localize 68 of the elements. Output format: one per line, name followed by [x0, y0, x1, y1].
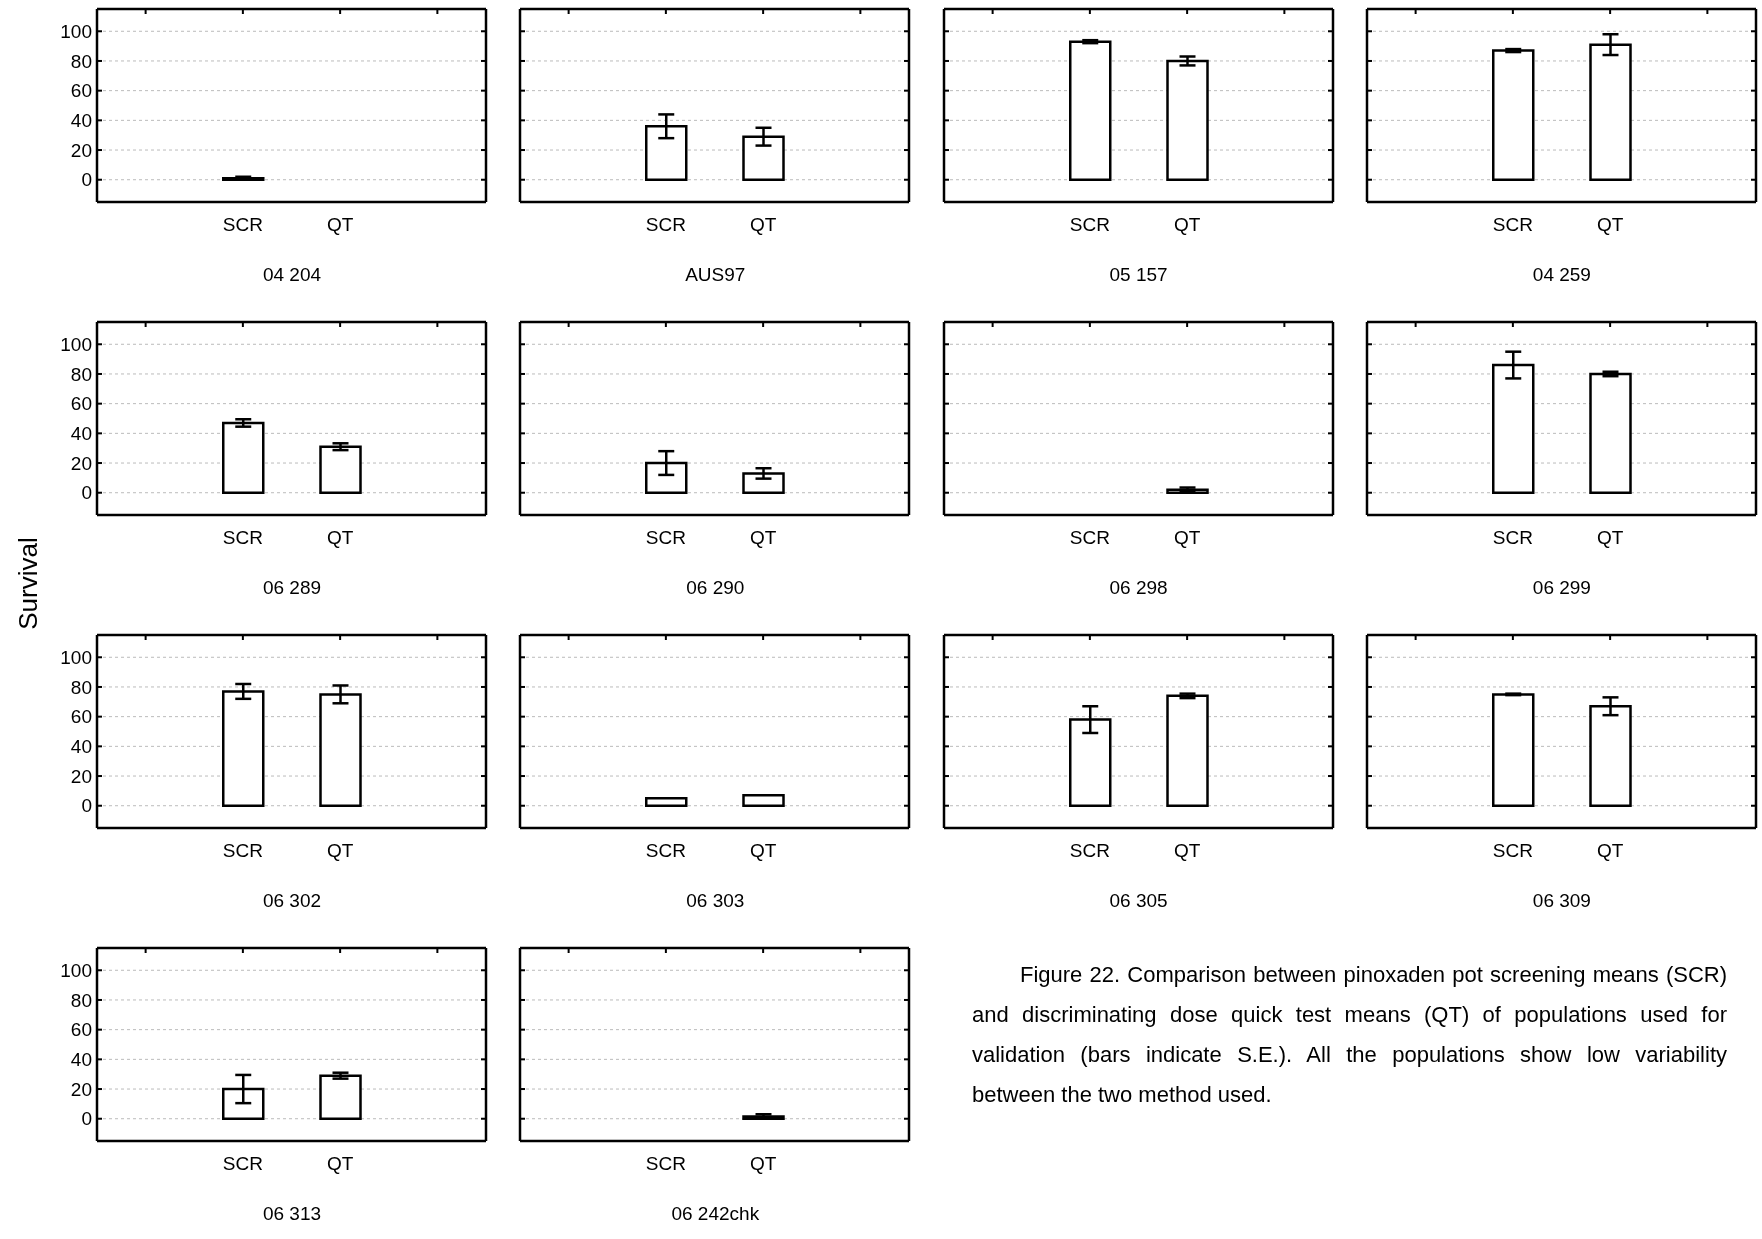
x-tick-label: SCR [646, 840, 687, 862]
x-tick-label: QT [1596, 214, 1624, 236]
text: 06 302 [261, 890, 323, 912]
text: 06 242chk [670, 1203, 761, 1225]
text: 06 303 [685, 890, 746, 912]
y-tick-label: 20 [70, 1078, 92, 1100]
y-tick-label: 20 [70, 139, 92, 161]
x-tick-label: QT [1173, 527, 1201, 549]
x-tick-label: QT [326, 1153, 354, 1175]
x-tick-label: SCR [1492, 527, 1533, 549]
y-tick-label: 80 [70, 989, 92, 1011]
x-tick-label: SCR [222, 840, 263, 862]
x-tick-label: QT [1596, 840, 1624, 862]
x-tick-label: QT [326, 527, 354, 549]
x-tick-label: SCR [1492, 214, 1533, 236]
x-tick-label: SCR [222, 527, 263, 549]
y-axis-title: Survival [12, 536, 44, 632]
x-tick-label: QT [750, 214, 778, 236]
text: 06 290 [685, 577, 746, 599]
x-tick-label: QT [750, 840, 778, 862]
y-tick-label: 0 [81, 482, 92, 504]
x-tick-label: SCR [646, 1153, 687, 1175]
text: 04 204 [261, 264, 323, 286]
y-tick-label: 0 [81, 1108, 92, 1130]
y-tick-label: 0 [81, 795, 92, 817]
caption: Figure 22. Comparison between pinoxaden pot screening means (SCR) and discriminating dose quick test means (QT) of populations used for validation (bars indicate S.E.). All the populations show low variability between the two method used. [972, 961, 1727, 1109]
text: 04 259 [1531, 264, 1592, 286]
x-tick-label: SCR [646, 527, 687, 549]
x-tick-label: QT [750, 527, 778, 549]
text: 06 309 [1531, 890, 1592, 912]
text: 06 305 [1108, 890, 1169, 912]
x-tick-label: QT [326, 840, 354, 862]
y-tick-label: 20 [70, 452, 92, 474]
x-tick-label: SCR [1069, 840, 1110, 862]
text: 06 299 [1531, 577, 1592, 599]
x-tick-label: QT [326, 214, 354, 236]
x-tick-label: SCR [1492, 840, 1533, 862]
y-tick-label: 40 [70, 110, 92, 132]
x-tick-label: SCR [1069, 214, 1110, 236]
x-tick-label: QT [1173, 214, 1201, 236]
x-tick-label: SCR [222, 214, 263, 236]
x-tick-label: SCR [222, 1153, 263, 1175]
y-tick-label: 40 [70, 736, 92, 758]
y-tick-label: 100 [60, 334, 92, 356]
y-tick-label: 60 [70, 706, 92, 728]
text: 06 289 [261, 577, 323, 599]
y-tick-label: 80 [70, 50, 92, 72]
y-tick-label: 20 [70, 765, 92, 787]
x-tick-label: SCR [1069, 527, 1110, 549]
y-tick-label: 100 [60, 960, 92, 982]
y-tick-label: 100 [60, 647, 92, 669]
y-tick-label: 80 [70, 676, 92, 698]
text: 06 298 [1108, 577, 1169, 599]
x-tick-label: QT [1596, 527, 1624, 549]
y-tick-label: 100 [60, 21, 92, 43]
y-tick-label: 60 [70, 1019, 92, 1041]
x-tick-label: QT [1173, 840, 1201, 862]
y-tick-label: 60 [70, 393, 92, 415]
y-tick-label: 80 [70, 363, 92, 385]
text: AUS97 [684, 264, 747, 286]
x-tick-label: QT [750, 1153, 778, 1175]
y-tick-label: 60 [70, 80, 92, 102]
x-tick-label: SCR [646, 214, 687, 236]
y-tick-label: 0 [81, 169, 92, 191]
text: 05 157 [1108, 264, 1169, 286]
y-tick-label: 40 [70, 423, 92, 445]
y-tick-label: 40 [70, 1049, 92, 1071]
text: 06 313 [261, 1203, 323, 1225]
